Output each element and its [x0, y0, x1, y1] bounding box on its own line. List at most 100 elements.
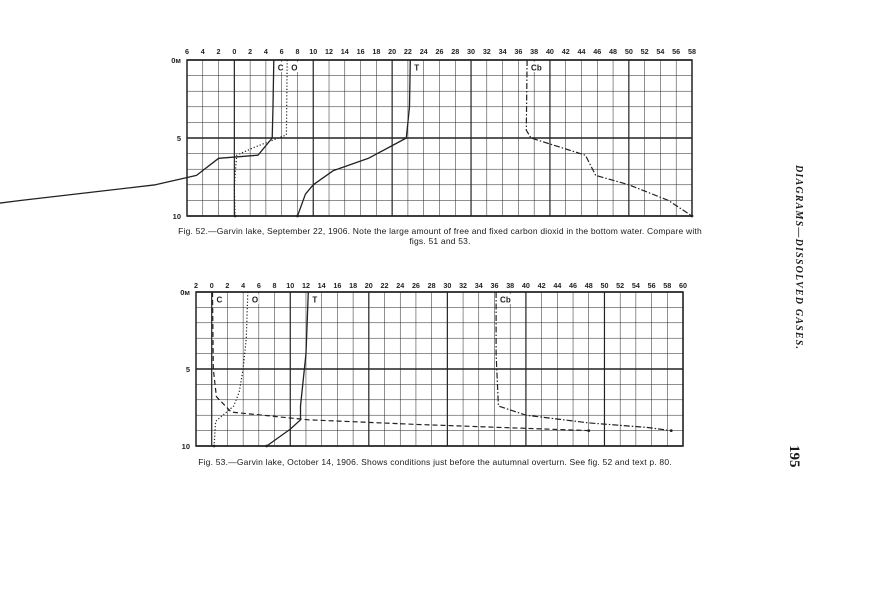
fig53-x-tick-label: 48: [585, 281, 593, 290]
fig52-x-tick-label: 56: [672, 47, 680, 56]
fig53-x-tick-label: 28: [428, 281, 436, 290]
fig52-depth-tick-label: 0м: [171, 56, 181, 65]
fig53-x-tick-label: 34: [475, 281, 483, 290]
fig52-x-tick-label: 2: [217, 47, 221, 56]
fig52-x-tick-label: 2: [248, 47, 252, 56]
fig53-depth-tick-label: 0м: [180, 288, 190, 297]
fig52-x-tick-label: 18: [372, 47, 380, 56]
fig53-x-tick-label: 4: [241, 281, 245, 290]
fig52-x-tick-label: 38: [530, 47, 538, 56]
fig52-x-tick-label: 28: [451, 47, 459, 56]
fig53-x-tick-label: 10: [286, 281, 294, 290]
fig53-series-label-t: T: [312, 296, 317, 305]
fig52-x-tick-label: 4: [264, 47, 268, 56]
fig52-series-t-line: [296, 59, 411, 217]
fig53-x-tick-label: 40: [522, 281, 530, 290]
fig53-x-tick-label: 54: [632, 281, 640, 290]
fig53-x-tick-label: 26: [412, 281, 420, 290]
fig52-x-tick-label: 26: [435, 47, 443, 56]
fig53-series-label-cb: Cb: [500, 296, 511, 305]
fig52-series-cb-line: [525, 59, 693, 217]
fig53-series-cb-endpoint: [669, 429, 673, 432]
fig53-series-label-bg: [311, 294, 320, 304]
fig52-x-tick-label: 54: [656, 47, 664, 56]
fig52-series-c-line: [0, 59, 275, 204]
fig52-series-label-cb: Cb: [531, 64, 542, 73]
fig52-series-t-endpoint: [296, 214, 299, 218]
fig52-x-tick-label: 42: [562, 47, 570, 56]
fig52-x-tick-label: 10: [309, 47, 317, 56]
fig53-x-tick-label: 2: [225, 281, 229, 290]
fig52-x-tick-label: 14: [341, 47, 349, 56]
fig53-caption: Fig. 53.—Garvin lake, October 14, 1906. …: [198, 457, 672, 467]
fig53-x-tick-label: 46: [569, 281, 577, 290]
page-number-text: 195: [786, 445, 802, 468]
fig52-x-tick-label: 22: [404, 47, 412, 56]
fig53-x-tick-label: 12: [302, 281, 310, 290]
fig52-depth-tick-label: 5: [177, 134, 181, 143]
fig52-x-tick-label: 20: [388, 47, 396, 56]
fig52-x-tick-label: 46: [593, 47, 601, 56]
fig52-series-cb-endpoint: [690, 214, 694, 218]
fig53-x-tick-label: 18: [349, 281, 357, 290]
fig53-x-tick-label: 60: [679, 281, 687, 290]
fig52-x-tick-label: 50: [625, 47, 633, 56]
fig53-x-tick-label: 52: [616, 281, 624, 290]
fig52-series-label-bg: [276, 62, 285, 72]
fig53-series-label-bg: [215, 294, 224, 304]
fig53-x-tick-label: 2: [194, 281, 198, 290]
fig52-series-label-t: T: [414, 64, 419, 73]
page-number: 195: [782, 445, 806, 475]
fig52-frame: [186, 59, 693, 217]
fig52-x-tick-label: 32: [483, 47, 491, 56]
fig53-x-tick-label: 22: [381, 281, 389, 290]
fig52-x-tick-label: 48: [609, 47, 617, 56]
fig52-x-tick-label: 4: [201, 47, 205, 56]
fig53-depth-tick-label: 10: [182, 442, 190, 451]
fig53-x-tick-label: 6: [257, 281, 261, 290]
fig52-x-tick-label: 16: [357, 47, 365, 56]
fig52-series-label-bg: [413, 62, 422, 72]
fig52-x-tick-label: 34: [499, 47, 507, 56]
running-head-text: DIAGRAMS—DISSOLVED GASES.: [793, 165, 804, 351]
fig53-x-tick-label: 30: [443, 281, 451, 290]
fig53-x-tick-label: 44: [553, 281, 561, 290]
fig52-x-tick-label: 58: [688, 47, 696, 56]
fig53-x-tick-label: 56: [648, 281, 656, 290]
fig53-x-tick-label: 58: [663, 281, 671, 290]
fig53-x-tick-label: 0: [210, 281, 214, 290]
fig52-series-o-endpoint: [233, 214, 237, 218]
fig52-x-tick-label: 12: [325, 47, 333, 56]
fig52-x-tick-label: 44: [578, 47, 586, 56]
fig53-series-c-endpoint: [587, 429, 591, 432]
fig52-depth-tick-label: 10: [173, 212, 181, 221]
fig53-series-c-line: [211, 291, 589, 432]
fig53-series-label-bg: [250, 294, 259, 304]
fig53-series-o-endpoint: [212, 444, 216, 448]
fig52-series-label-bg: [290, 62, 299, 72]
fig52-group: 6 4 2 0 2 4 6 8 10 12 14 16 18 20 22 24 26 28 30 32 34 36 38 40…: [0, 47, 696, 221]
fig53-series-cb-line: [495, 292, 672, 432]
fig53-x-tick-label: 50: [600, 281, 608, 290]
fig52-caption: Fig. 52.—Garvin lake, September 22, 1906…: [178, 226, 702, 246]
fig53-frame: [195, 291, 684, 447]
running-head: DIAGRAMS—DISSOLVED GASES.: [790, 165, 810, 355]
fig52-x-tick-label: 52: [641, 47, 649, 56]
fig53-x-tick-label: 38: [506, 281, 514, 290]
fig52-x-tick-label: 36: [514, 47, 522, 56]
fig52-x-tick-label: 24: [420, 47, 428, 56]
fig53-series-label-c: C: [216, 296, 222, 305]
fig53-series-t-line: [266, 291, 309, 447]
fig53-x-tick-label: 32: [459, 281, 467, 290]
fig53-group: 2 0 2 4 6 8 10 12 14 16 18 20 22 24 26 28 30 32 34 36 38 40 42…: [180, 281, 687, 451]
fig52-x-tick-label: 0: [232, 47, 236, 56]
fig52-series-label-o: O: [291, 64, 297, 73]
fig53-x-tick-label: 36: [490, 281, 498, 290]
fig53-x-tick-label: 20: [365, 281, 373, 290]
fig53-x-tick-label: 24: [396, 281, 404, 290]
fig53-series-label-bg: [499, 294, 514, 304]
fig53-x-tick-label: 16: [333, 281, 341, 290]
fig52-x-tick-label: 6: [185, 47, 189, 56]
fig52-series-label-bg: [530, 62, 545, 72]
